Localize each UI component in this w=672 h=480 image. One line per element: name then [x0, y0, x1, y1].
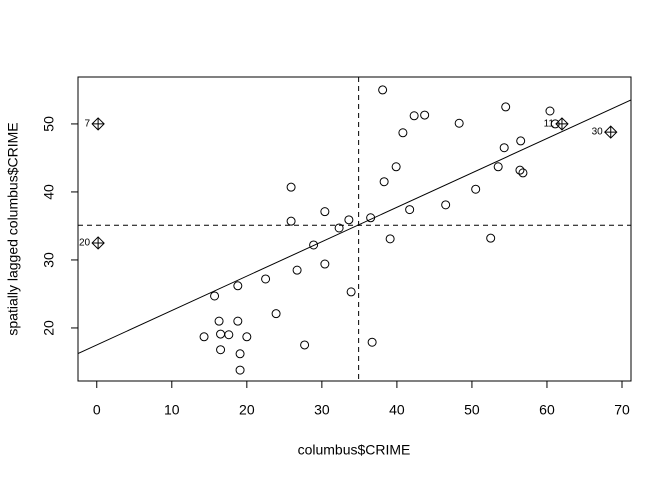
- point: [378, 85, 388, 95]
- point: [471, 184, 481, 194]
- influential-point: [91, 117, 105, 131]
- point: [486, 233, 496, 243]
- point: [334, 223, 344, 233]
- plot-area: [78, 77, 631, 381]
- point: [545, 106, 555, 116]
- y-tick-label: 30: [41, 252, 57, 268]
- point: [454, 118, 464, 128]
- point: [214, 316, 224, 326]
- regression-line: [78, 99, 631, 355]
- point-label: 30: [592, 127, 604, 138]
- point: [210, 291, 220, 301]
- point: [516, 136, 526, 146]
- point: [233, 281, 243, 291]
- point: [292, 265, 302, 275]
- point: [300, 340, 310, 350]
- point: [385, 234, 395, 244]
- x-tick-label: 0: [93, 402, 101, 418]
- y-tick-label: 50: [41, 116, 57, 132]
- point: [242, 332, 252, 342]
- point: [199, 332, 209, 342]
- y-tick-label: 40: [41, 184, 57, 200]
- plot-box: [77, 76, 632, 382]
- point: [518, 168, 528, 178]
- point: [420, 110, 430, 120]
- point: [216, 329, 226, 339]
- point: [405, 205, 415, 215]
- point: [320, 259, 330, 269]
- point: [309, 240, 319, 250]
- point: [550, 119, 560, 129]
- influential-point: [604, 125, 618, 139]
- point: [379, 177, 389, 187]
- point: [515, 165, 525, 175]
- influential-point: [555, 117, 569, 131]
- x-tick-label: 60: [539, 402, 555, 418]
- x-tick-label: 50: [464, 402, 480, 418]
- point: [344, 215, 354, 225]
- y-axis-label: spatially lagged columbus$CRIME: [5, 122, 21, 335]
- point: [320, 207, 330, 217]
- point: [398, 128, 408, 138]
- point: [409, 111, 419, 121]
- point: [366, 213, 376, 223]
- point: [441, 200, 451, 210]
- point: [286, 216, 296, 226]
- x-tick-label: 70: [614, 402, 630, 418]
- point: [391, 162, 401, 172]
- influential-point: [91, 236, 105, 250]
- x-axis-label: columbus$CRIME: [298, 442, 411, 458]
- x-tick-label: 30: [314, 402, 330, 418]
- point: [216, 345, 226, 355]
- point: [224, 330, 234, 340]
- point: [501, 102, 511, 112]
- point: [346, 287, 356, 297]
- x-tick-label: 20: [239, 402, 255, 418]
- point: [499, 143, 509, 153]
- point: [233, 316, 243, 326]
- point: [367, 337, 377, 347]
- y-tick-label: 20: [41, 320, 57, 336]
- point-label: 11: [544, 119, 555, 130]
- point: [235, 349, 245, 359]
- point-label: 7: [85, 119, 91, 130]
- point: [286, 182, 296, 192]
- x-tick-label: 40: [389, 402, 405, 418]
- point: [271, 309, 281, 319]
- x-tick-label: 10: [164, 402, 180, 418]
- point: [493, 162, 503, 172]
- point: [261, 274, 271, 284]
- point-label: 20: [79, 238, 91, 249]
- point: [235, 365, 245, 375]
